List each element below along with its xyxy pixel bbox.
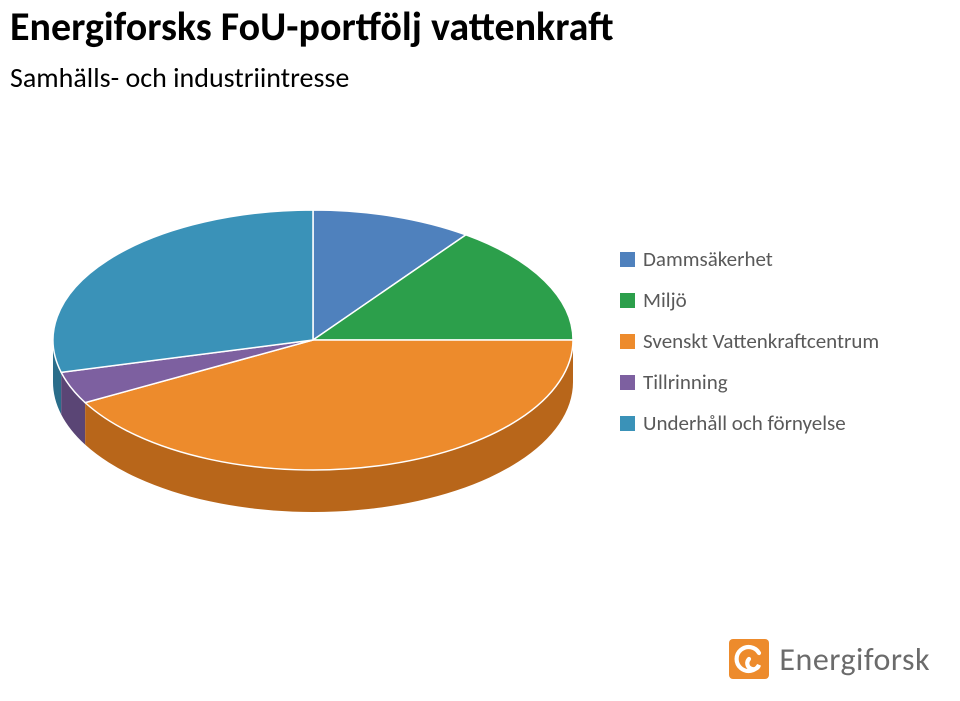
slide-title: Energiforsks FoU-portfölj vattenkraft (10, 6, 614, 48)
legend-item: Svenskt Vattenkraftcentrum (620, 328, 879, 354)
slide-root: Energiforsks FoU-portfölj vattenkraft Sa… (0, 0, 960, 701)
legend-label: Svenskt Vattenkraftcentrum (643, 328, 879, 354)
legend-swatch-icon (620, 252, 635, 267)
legend-swatch-icon (620, 293, 635, 308)
logo-mark-icon (729, 639, 769, 679)
pie-chart-svg (28, 150, 598, 550)
brand-logo: Energiforsk (729, 639, 930, 679)
legend-item: Dammsäkerhet (620, 246, 879, 272)
legend-swatch-icon (620, 334, 635, 349)
legend-item: Underhåll och förnyelse (620, 410, 879, 436)
legend-label: Tillrinning (643, 369, 728, 395)
legend-label: Underhåll och förnyelse (643, 410, 846, 436)
pie-chart (28, 150, 598, 550)
slide-subtitle: Samhälls- och industriintresse (10, 60, 349, 95)
logo-text: Energiforsk (779, 640, 930, 679)
legend-label: Dammsäkerhet (643, 246, 773, 272)
legend-label: Miljö (643, 287, 687, 313)
legend-swatch-icon (620, 375, 635, 390)
legend-swatch-icon (620, 416, 635, 431)
legend-item: Miljö (620, 287, 879, 313)
chart-legend: Dammsäkerhet Miljö Svenskt Vattenkraftcent… (620, 246, 879, 436)
legend-item: Tillrinning (620, 369, 879, 395)
